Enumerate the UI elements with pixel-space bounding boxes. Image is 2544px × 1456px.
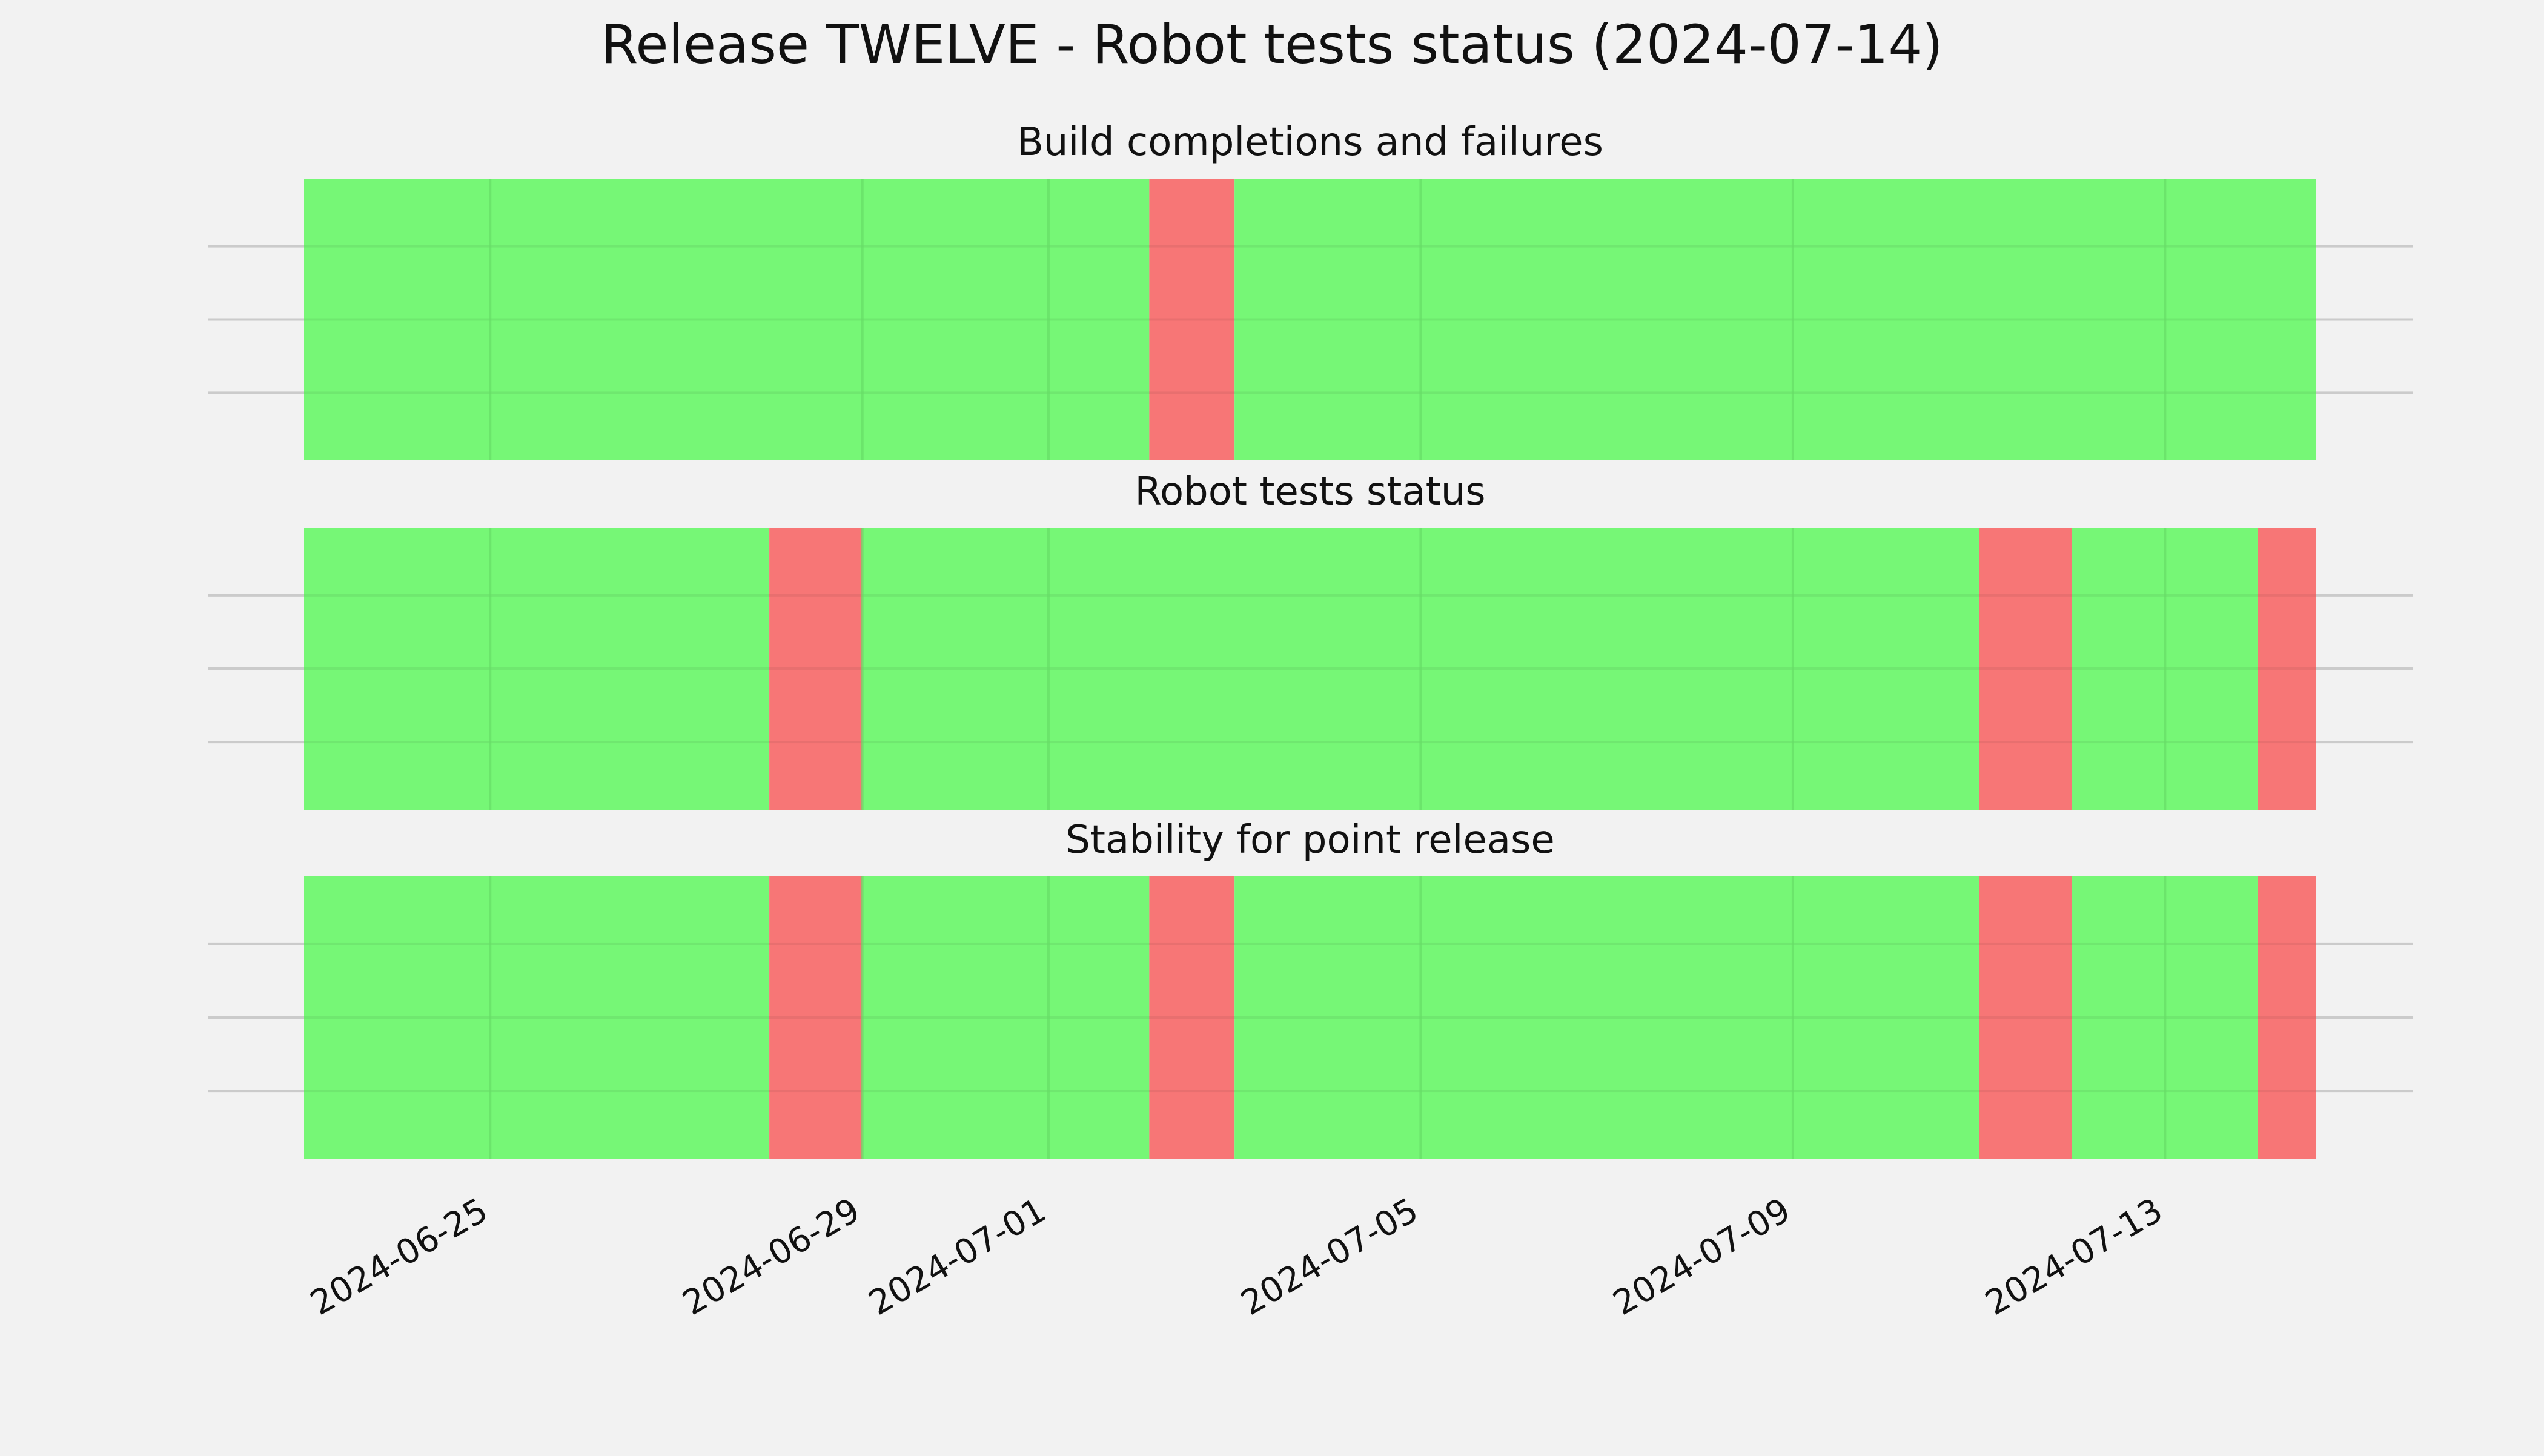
x-tick-label: 2024-07-01 [863, 1191, 1053, 1323]
status-segment-pass [304, 179, 1150, 460]
panel-title: Build completions and failures [1017, 120, 1603, 165]
status-segment-fail [2257, 528, 2316, 810]
status-segment-fail [1149, 876, 1235, 1159]
status-segment-fail [1149, 179, 1235, 460]
status-segment-pass [862, 876, 1150, 1159]
panel-3: Stability for point release [208, 818, 2413, 1159]
chart-title: Release TWELVE - Robot tests status (202… [601, 13, 1943, 76]
panels-group: Build completions and failures Robot test… [208, 120, 2413, 1159]
status-segment-fail [2257, 876, 2316, 1159]
status-segment-fail [1979, 876, 2072, 1159]
x-tick-label: 2024-07-09 [1607, 1191, 1797, 1323]
status-segment-fail [769, 528, 863, 810]
x-tick-label: 2024-07-13 [1979, 1191, 2169, 1323]
status-segment-pass [304, 876, 770, 1159]
status-segment-fail [769, 876, 863, 1159]
status-segment-pass [304, 528, 770, 810]
x-tick-label: 2024-06-29 [676, 1191, 866, 1323]
status-segment-pass [1234, 179, 2316, 460]
panel-1: Build completions and failures [208, 120, 2413, 460]
status-segment-pass [1234, 876, 1979, 1159]
panel-title: Stability for point release [1065, 818, 1555, 862]
x-tick-label: 2024-06-25 [304, 1191, 494, 1323]
panel-title: Robot tests status [1135, 469, 1485, 514]
panel-2: Robot tests status [208, 469, 2413, 810]
x-tick-label: 2024-07-05 [1234, 1191, 1425, 1323]
status-segment-fail [1979, 528, 2072, 810]
